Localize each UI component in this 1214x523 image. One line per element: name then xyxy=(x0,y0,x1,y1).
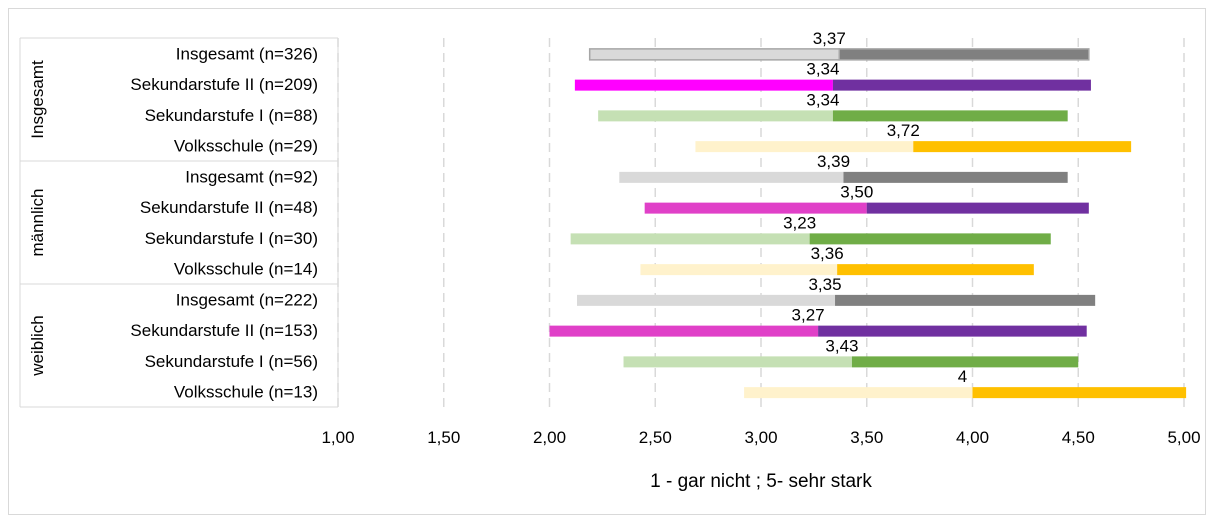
bar-low-segment xyxy=(570,233,810,245)
x-axis-title: 1 - gar nicht ; 5- sehr stark xyxy=(650,471,872,492)
bar-high-segment xyxy=(809,233,1051,245)
bar-high-segment xyxy=(972,387,1187,399)
category-label: Sekundarstufe I (n=30) xyxy=(145,229,318,248)
x-axis: 1,00 1,50 2,00 2,50 3,00 3,50 4,00 4,50 5,00 xyxy=(321,428,1200,447)
x-tick-label: 4,00 xyxy=(956,428,989,447)
category-label: Insgesamt (n=92) xyxy=(185,167,318,186)
mean-label: 3,50 xyxy=(840,183,873,202)
group-label: männlich xyxy=(28,188,47,256)
bar-high-segment xyxy=(835,294,1096,306)
grid-lines xyxy=(337,38,1185,412)
category-label: Sekundarstufe I (n=88) xyxy=(145,106,318,125)
bar-high-segment xyxy=(818,325,1087,337)
bars xyxy=(549,48,1187,399)
bar-low-segment xyxy=(744,387,973,399)
category-label: Sekundarstufe II (n=48) xyxy=(140,198,318,217)
category-axis: Insgesamt Insgesamt (n=326) Sekundarstufe … xyxy=(19,37,339,408)
x-tick-label: 1,00 xyxy=(321,428,354,447)
mean-label: 3,72 xyxy=(887,121,920,140)
bar-high-segment xyxy=(843,171,1068,183)
group-label: weiblich xyxy=(28,315,47,376)
bar-low-segment xyxy=(598,110,833,122)
mean-label: 3,35 xyxy=(808,275,841,294)
mean-label: 3,36 xyxy=(811,244,844,263)
x-tick-label: 3,00 xyxy=(744,428,777,447)
mean-labels: 3,37 3,34 3,34 3,72 3,39 3,50 3,23 3,36 3,35 3,27… xyxy=(783,29,967,386)
mean-label: 3,27 xyxy=(792,306,825,325)
bar-high-segment xyxy=(832,79,1091,91)
x-tick-label: 1,50 xyxy=(427,428,460,447)
bar-low-segment xyxy=(576,294,836,306)
chart-frame xyxy=(8,8,1206,515)
x-tick-label: 2,00 xyxy=(533,428,566,447)
bar-low-segment xyxy=(619,171,844,183)
mean-label: 3,43 xyxy=(825,336,858,355)
mean-label: 3,23 xyxy=(783,213,816,232)
category-label: Insgesamt (n=222) xyxy=(176,290,318,309)
bar-high-segment xyxy=(838,48,1090,61)
bar-low-segment xyxy=(549,325,819,337)
x-tick-label: 3,50 xyxy=(850,428,883,447)
mean-label: 3,34 xyxy=(806,60,839,79)
mean-label: 3,34 xyxy=(806,90,839,109)
category-label: Volksschule (n=29) xyxy=(174,137,318,156)
x-tick-label: 5,00 xyxy=(1167,428,1200,447)
bar-high-segment xyxy=(913,141,1132,153)
bar-low-segment xyxy=(588,48,841,61)
mean-label: 3,39 xyxy=(817,152,850,171)
bar-low-segment xyxy=(640,264,838,276)
group-label: Insgesamt xyxy=(28,60,47,139)
category-label: Volksschule (n=14) xyxy=(174,260,318,279)
x-tick-label: 2,50 xyxy=(639,428,672,447)
bar-high-segment xyxy=(832,110,1068,122)
bar-high-segment xyxy=(866,202,1089,214)
mean-label: 4 xyxy=(958,367,967,386)
mean-label: 3,37 xyxy=(813,29,846,48)
bar-low-segment xyxy=(574,79,833,91)
category-label: Insgesamt (n=326) xyxy=(176,44,318,63)
bar-low-segment xyxy=(695,141,914,153)
bar-high-segment xyxy=(837,264,1034,276)
category-label: Volksschule (n=13) xyxy=(174,383,318,402)
bar-low-segment xyxy=(644,202,867,214)
category-label: Sekundarstufe I (n=56) xyxy=(145,352,318,371)
category-label: Sekundarstufe II (n=209) xyxy=(130,75,318,94)
x-tick-label: 4,50 xyxy=(1062,428,1095,447)
category-label: Sekundarstufe II (n=153) xyxy=(130,321,318,340)
bar-low-segment xyxy=(623,356,852,368)
bar-high-segment xyxy=(851,356,1079,368)
